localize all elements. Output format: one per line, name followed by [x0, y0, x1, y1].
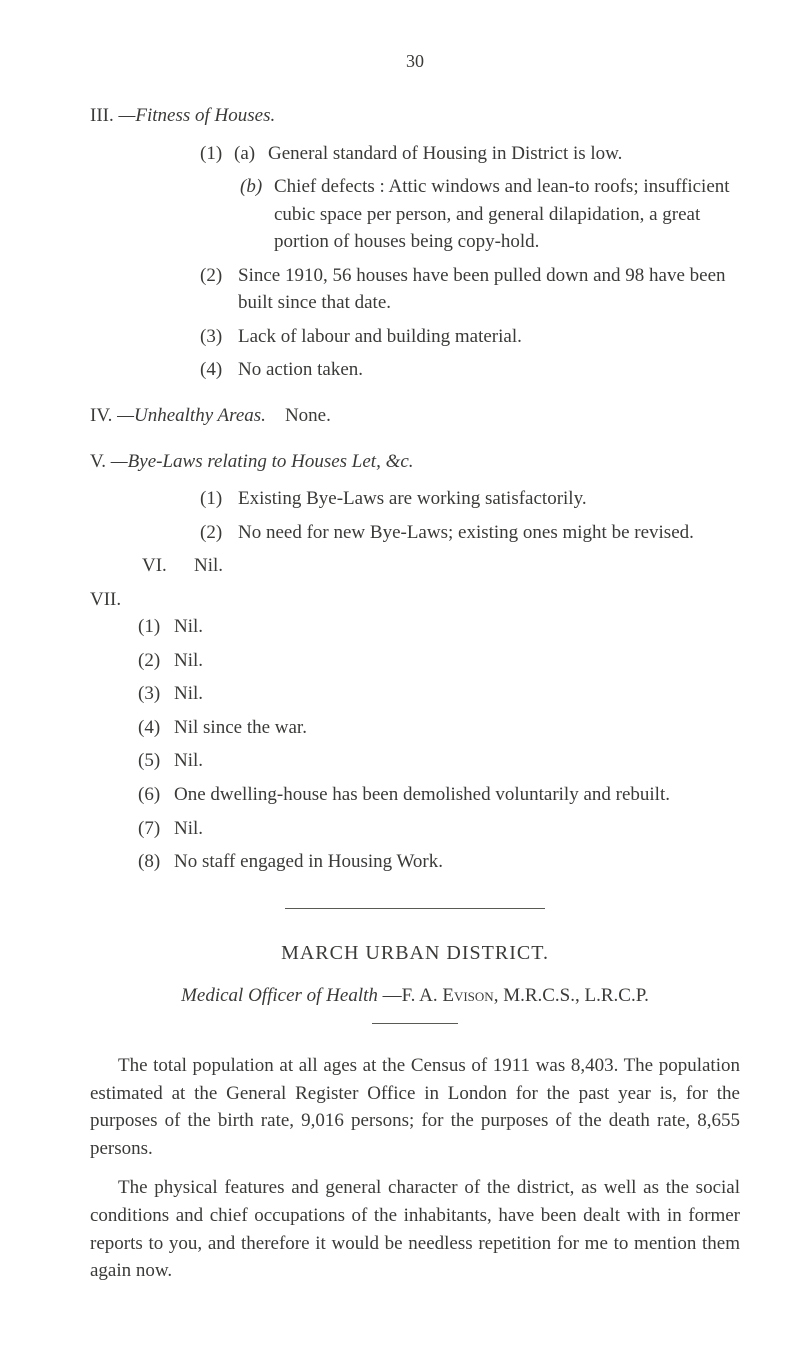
roman-v: V. — [90, 451, 106, 472]
iii-item-3: (3) Lack of labour and building material… — [90, 323, 740, 351]
vii-7-text: Nil. — [174, 815, 740, 843]
roman-iv: IV. — [90, 405, 112, 426]
iii-1b-num: (b) — [240, 173, 274, 256]
roman-iii: III. — [90, 105, 114, 126]
district-title: MARCH URBAN DISTRICT. — [90, 939, 740, 968]
vii-2-text: Nil. — [174, 647, 740, 675]
officer-name: —F. A. Evison, M.R.C.S., L.R.C.P. — [383, 985, 649, 1006]
v-item-2: (2) No need for new Bye-Laws; existing o… — [90, 519, 740, 547]
page-number: 30 — [90, 48, 740, 74]
vii-3: (3)Nil. — [138, 680, 740, 708]
iii-4-num: (4) — [200, 356, 238, 384]
vii-2: (2)Nil. — [138, 647, 740, 675]
section-iii-head: III. —Fitness of Houses. — [90, 102, 740, 130]
iii-item-1: (1) (a) General standard of Housing in D… — [90, 140, 740, 168]
iii-item-4: (4) No action taken. — [90, 356, 740, 384]
iii-4-text: No action taken. — [238, 356, 740, 384]
vii-3-text: Nil. — [174, 680, 740, 708]
iii-2-text: Since 1910, 56 houses have been pulled d… — [238, 262, 740, 317]
vii-8-num: (8) — [138, 848, 174, 876]
vii-8: (8)No staff engaged in Housing Work. — [138, 848, 740, 876]
v-1-text: Existing Bye-Laws are working satisfacto… — [238, 485, 740, 513]
iv-tail: None. — [285, 405, 331, 426]
vii-5-num: (5) — [138, 747, 174, 775]
iii-1a-text: General standard of Housing in District … — [268, 140, 740, 168]
vi-text: Nil. — [194, 552, 223, 580]
section-vii: VII. — [90, 586, 740, 614]
vii-6-num: (6) — [138, 781, 174, 809]
section-iv: IV. —Unhealthy Areas. None. — [90, 402, 740, 430]
section-v: V. —Bye-Laws relating to Houses Let, &c. — [90, 448, 740, 476]
vii-5: (5)Nil. — [138, 747, 740, 775]
iii-3-text: Lack of labour and building material. — [238, 323, 740, 351]
officer-label: Medical Officer of Health — [181, 985, 378, 1006]
v-item-1: (1) Existing Bye-Laws are working satisf… — [90, 485, 740, 513]
vii-4-num: (4) — [138, 714, 174, 742]
iii-2-num: (2) — [200, 262, 238, 317]
vii-list: (1)Nil. (2)Nil. (3)Nil. (4)Nil since the… — [90, 613, 740, 875]
iii-1b-text: Chief defects : Attic windows and lean-t… — [274, 173, 740, 256]
vii-3-num: (3) — [138, 680, 174, 708]
paragraph-2: The physical features and general charac… — [90, 1174, 740, 1284]
vii-5-text: Nil. — [174, 747, 740, 775]
section-vi: VI. Nil. — [90, 552, 740, 580]
vii-6: (6)One dwelling-house has been demolishe… — [138, 781, 740, 809]
officer-line: Medical Officer of Health —F. A. Evison,… — [90, 982, 740, 1010]
short-divider — [372, 1023, 458, 1024]
vii-1: (1)Nil. — [138, 613, 740, 641]
roman-vi: VI. — [142, 552, 194, 580]
iii-1-num: (1) — [200, 140, 234, 168]
vii-7: (7)Nil. — [138, 815, 740, 843]
v-2-num: (2) — [200, 519, 238, 547]
section-v-title: —Bye-Laws relating to Houses Let, &c. — [111, 451, 414, 472]
vii-1-text: Nil. — [174, 613, 740, 641]
v-2-text: No need for new Bye-Laws; existing ones … — [238, 519, 740, 547]
iii-item-1b: (b) Chief defects : Attic windows and le… — [90, 173, 740, 256]
document-page: 30 III. —Fitness of Houses. (1) (a) Gene… — [0, 0, 800, 1357]
vii-8-text: No staff engaged in Housing Work. — [174, 848, 740, 876]
iii-3-num: (3) — [200, 323, 238, 351]
vii-2-num: (2) — [138, 647, 174, 675]
iii-item-2: (2) Since 1910, 56 houses have been pull… — [90, 262, 740, 317]
section-iii-title: —Fitness of Houses. — [118, 105, 275, 126]
vii-6-text: One dwelling-house has been demolished v… — [174, 781, 740, 809]
iii-1a-num: (a) — [234, 140, 268, 168]
vii-7-num: (7) — [138, 815, 174, 843]
divider — [285, 908, 545, 909]
vii-1-num: (1) — [138, 613, 174, 641]
vii-4: (4)Nil since the war. — [138, 714, 740, 742]
paragraph-1: The total population at all ages at the … — [90, 1052, 740, 1162]
roman-vii: VII. — [90, 589, 121, 610]
vii-4-text: Nil since the war. — [174, 714, 740, 742]
v-1-num: (1) — [200, 485, 238, 513]
section-iv-title: —Unhealthy Areas. — [117, 405, 266, 426]
